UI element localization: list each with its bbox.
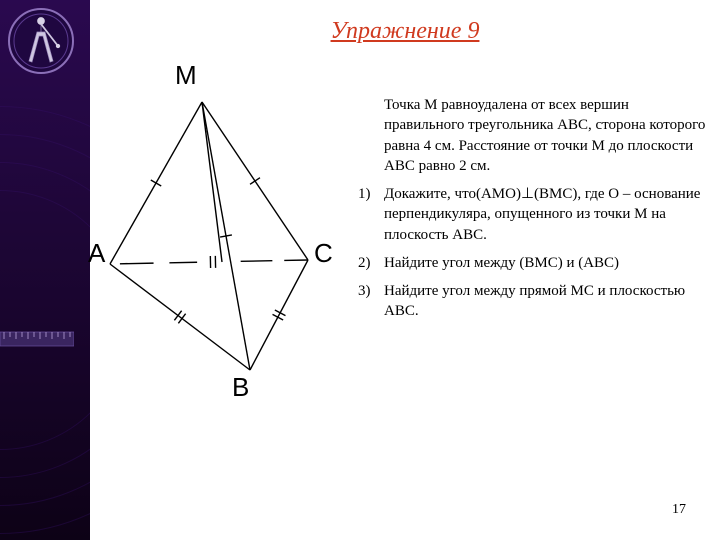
- problem-item-number: 3): [358, 281, 371, 301]
- diagram-vertex-label: М: [175, 60, 197, 91]
- problem-item-text: Найдите угол между прямой МС и плоскость…: [384, 283, 685, 319]
- compass-logo-icon: [6, 6, 76, 76]
- problem-item-number: 2): [358, 253, 371, 273]
- page-number: 17: [672, 502, 686, 518]
- ruler-icon: [0, 326, 74, 354]
- problem-item-text: Докажите, что(АМО)⊥(ВМС), где О – основа…: [384, 186, 700, 243]
- problem-item: 3) Найдите угол между прямой МС и плоскос…: [358, 281, 706, 322]
- problem-item: 1) Докажите, что(АМО)⊥(ВМС), где О – осно…: [358, 184, 706, 245]
- problem-intro: Точка М равноудалена от всех вершин прав…: [358, 95, 706, 176]
- diagram-vertex-label: С: [314, 238, 333, 269]
- decorative-sidebar: [0, 0, 90, 540]
- diagram-vertex-label: В: [232, 372, 249, 403]
- problem-item-number: 1): [358, 184, 371, 204]
- slide-content: Упражнение 9 М А С В Точка М равноудалена о…: [90, 0, 720, 540]
- problem-text: Точка М равноудалена от всех вершин прав…: [358, 95, 706, 330]
- problem-item-text: Найдите угол между (ВМС) и (АВС): [384, 255, 619, 271]
- slide-title: Упражнение 9: [90, 18, 720, 45]
- geometry-diagram: М А С В: [90, 60, 350, 400]
- problem-item: 2) Найдите угол между (ВМС) и (АВС): [358, 253, 706, 273]
- diagram-vertex-label: А: [88, 238, 105, 269]
